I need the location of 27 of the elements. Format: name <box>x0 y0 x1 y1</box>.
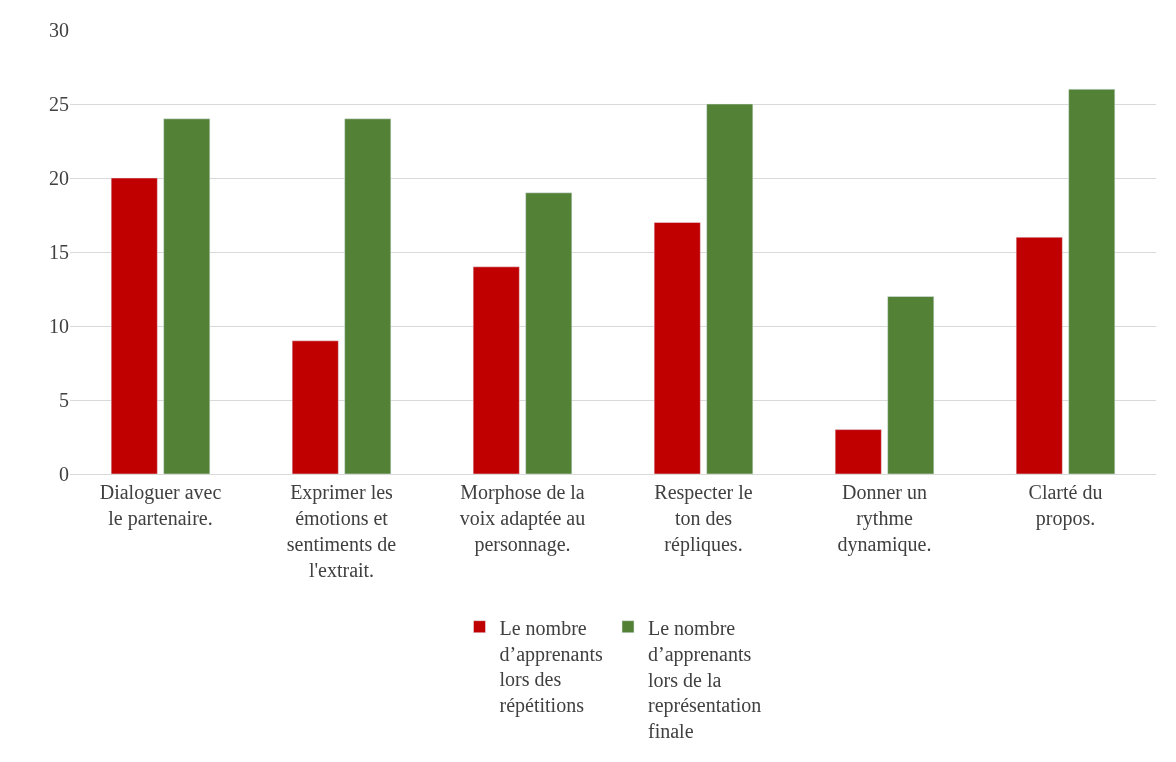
bar <box>706 103 754 474</box>
bar <box>110 177 158 474</box>
bar <box>344 118 392 474</box>
bar <box>834 429 882 474</box>
legend-label: Le nombre d’apprenants lors des répétitions <box>499 616 604 718</box>
bar <box>887 296 935 474</box>
bar <box>472 266 520 474</box>
x-tick-label: Clarté du propos. <box>1028 481 1103 530</box>
legend-label: Le nombre d’apprenants lors de la représentation finale <box>648 616 762 743</box>
y-tick-label: 5 <box>59 389 69 411</box>
bar <box>653 222 701 474</box>
bar <box>1068 88 1116 474</box>
x-tick-label: Respecter le ton des répliques. <box>654 481 753 556</box>
bar <box>291 340 339 474</box>
y-tick-label: 10 <box>49 315 69 337</box>
bar <box>1015 236 1063 474</box>
y-tick-label: 20 <box>49 167 69 189</box>
x-tick-label: Donner un rythme dynamique. <box>837 481 932 556</box>
bar <box>163 118 211 474</box>
x-tick-label: Morphose de la voix adaptée au personnage. <box>459 481 586 556</box>
x-tick-label: Dialoguer avec le partenaire. <box>99 481 222 530</box>
x-tick-label: Exprimer les émotions et sentiments de l'extrait. <box>286 481 397 581</box>
bar <box>525 192 573 474</box>
y-tick-label: 15 <box>49 241 69 263</box>
y-tick-label: 0 <box>59 463 69 485</box>
y-tick-label: 30 <box>49 19 69 41</box>
y-tick-label: 25 <box>49 93 69 115</box>
